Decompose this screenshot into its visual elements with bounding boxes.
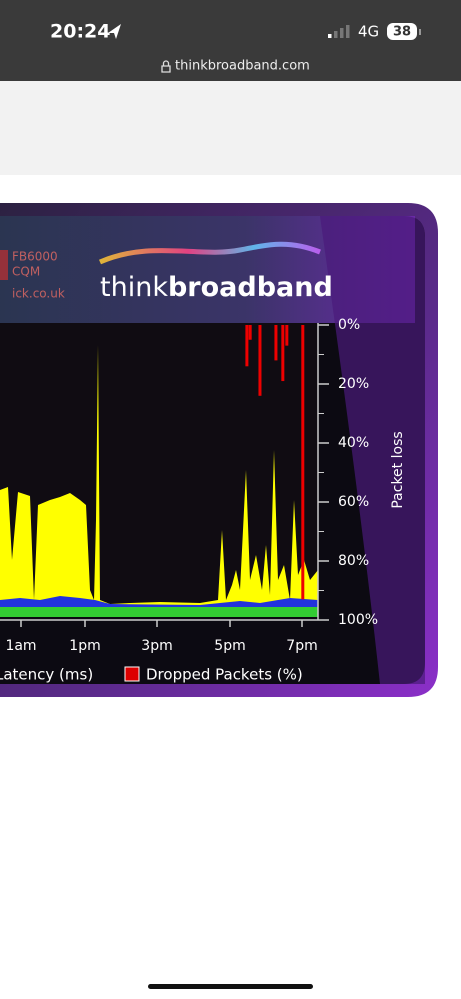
legend-label: Latency (ms)	[0, 666, 93, 684]
x-tick-label: 3pm	[141, 638, 172, 654]
source-text: FB6000	[12, 250, 58, 264]
y-tick-label: 100%	[338, 612, 378, 628]
dropped-packets-bar	[274, 325, 278, 361]
page-header-band	[0, 81, 461, 175]
logo-broadband: broadband	[168, 272, 333, 303]
signal-icon	[328, 25, 350, 38]
dropped-packets-bar	[245, 325, 249, 367]
source-text: ick.co.uk	[12, 287, 65, 301]
y-tick-label: 80%	[338, 553, 369, 569]
legend-label: Dropped Packets (%)	[146, 666, 303, 684]
dropped-packets-bar	[285, 325, 289, 346]
source-text: CQM	[12, 265, 40, 279]
x-tick-label: 5pm	[214, 638, 245, 654]
dropped-packets-bar	[281, 325, 285, 382]
y-tick-label: 0%	[338, 317, 360, 333]
chart-card: thinkbroadband Packet loss	[0, 203, 438, 697]
latency-min-trace	[0, 596, 318, 607]
sync-band	[0, 607, 318, 617]
y-tick-label: 20%	[338, 376, 369, 392]
network-type: 4G	[358, 23, 379, 41]
battery	[387, 23, 417, 40]
url[interactable]: thinkbroadband.com	[175, 59, 310, 74]
clock: 20:24	[50, 21, 110, 43]
dropped-packets-bar	[248, 325, 252, 340]
home-indicator	[148, 984, 313, 989]
status-bar	[0, 0, 461, 81]
location-icon	[108, 24, 121, 39]
battery-tip	[419, 29, 421, 35]
x-tick-label: 7pm	[286, 638, 317, 654]
x-tick-label: 1pm	[69, 638, 100, 654]
logo: thinkbroadband	[100, 272, 333, 303]
y-axis-label: Packet loss	[390, 431, 406, 508]
logo-swirl	[98, 241, 321, 265]
battery-level: 38	[393, 25, 411, 40]
dropped-packets-bar	[301, 325, 305, 600]
x-tick-label: 1am	[5, 638, 36, 654]
dropped-packets-bar	[258, 325, 262, 396]
latency-trace	[0, 345, 318, 607]
source-badge	[0, 250, 8, 280]
purple-glow	[320, 216, 425, 684]
y-tick-label: 60%	[338, 494, 369, 510]
logo-think: think	[100, 272, 168, 303]
y-tick-label: 40%	[338, 435, 369, 451]
lock-icon	[161, 60, 171, 73]
legend-swatch-dropped	[124, 666, 140, 682]
